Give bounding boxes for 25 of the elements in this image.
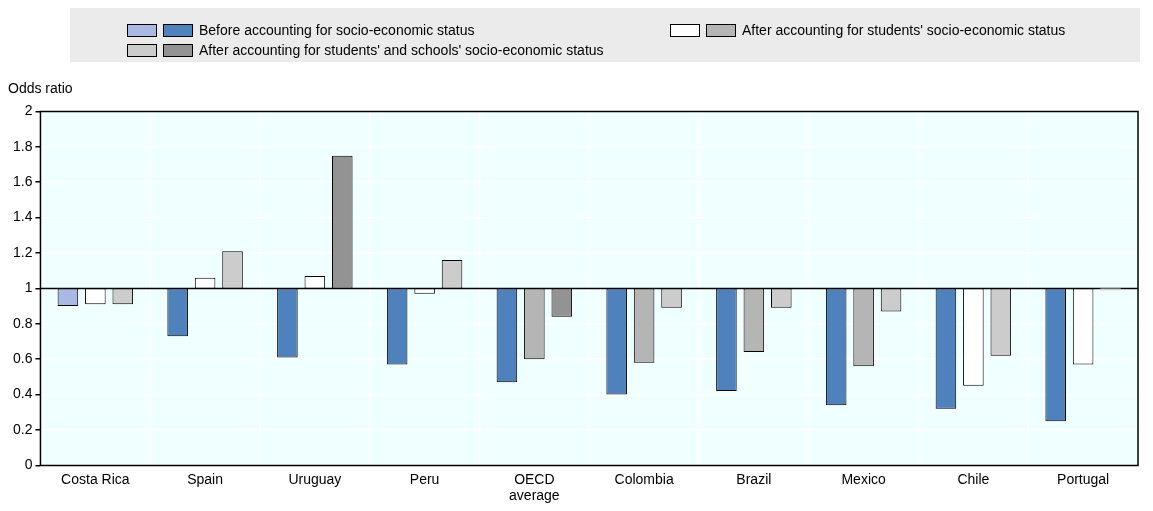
x-tick-label: Spain xyxy=(187,470,223,487)
y-tick-label: 2 xyxy=(24,102,33,119)
x-tick-label: Mexico xyxy=(841,470,886,487)
x-tick-label: OECD average xyxy=(509,470,560,504)
y-tick-label: 0.6 xyxy=(12,350,33,367)
y-tick-label: 1.4 xyxy=(12,208,33,225)
x-tick-label: Chile xyxy=(957,470,990,487)
legend-label: Before accounting for socio-economic status xyxy=(199,22,475,38)
y-tick-label: 1.6 xyxy=(12,173,33,190)
y-tick-label: 1 xyxy=(24,279,33,296)
x-tick-label: Portugal xyxy=(1057,470,1110,487)
x-tick-label: Peru xyxy=(409,470,440,487)
legend-label: After accounting for students' socio-economic status xyxy=(742,22,1066,38)
x-tick-label: Brazil xyxy=(736,470,772,487)
y-tick-label: 1.2 xyxy=(12,243,33,260)
y-tick-label: 1.8 xyxy=(12,137,33,154)
y-tick-label: 0.2 xyxy=(12,420,33,437)
x-tick-label: Colombia xyxy=(614,470,674,487)
y-axis-title: Odds ratio xyxy=(8,80,73,96)
legend-label: After accounting for students' and schools' socio-economic status xyxy=(199,42,604,58)
y-tick-label: 0.4 xyxy=(12,385,33,402)
y-tick-label: 0 xyxy=(24,456,33,473)
x-tick-label: Costa Rica xyxy=(61,470,130,487)
x-tick-label: Uruguay xyxy=(288,470,342,487)
y-tick-label: 0.8 xyxy=(12,314,33,331)
